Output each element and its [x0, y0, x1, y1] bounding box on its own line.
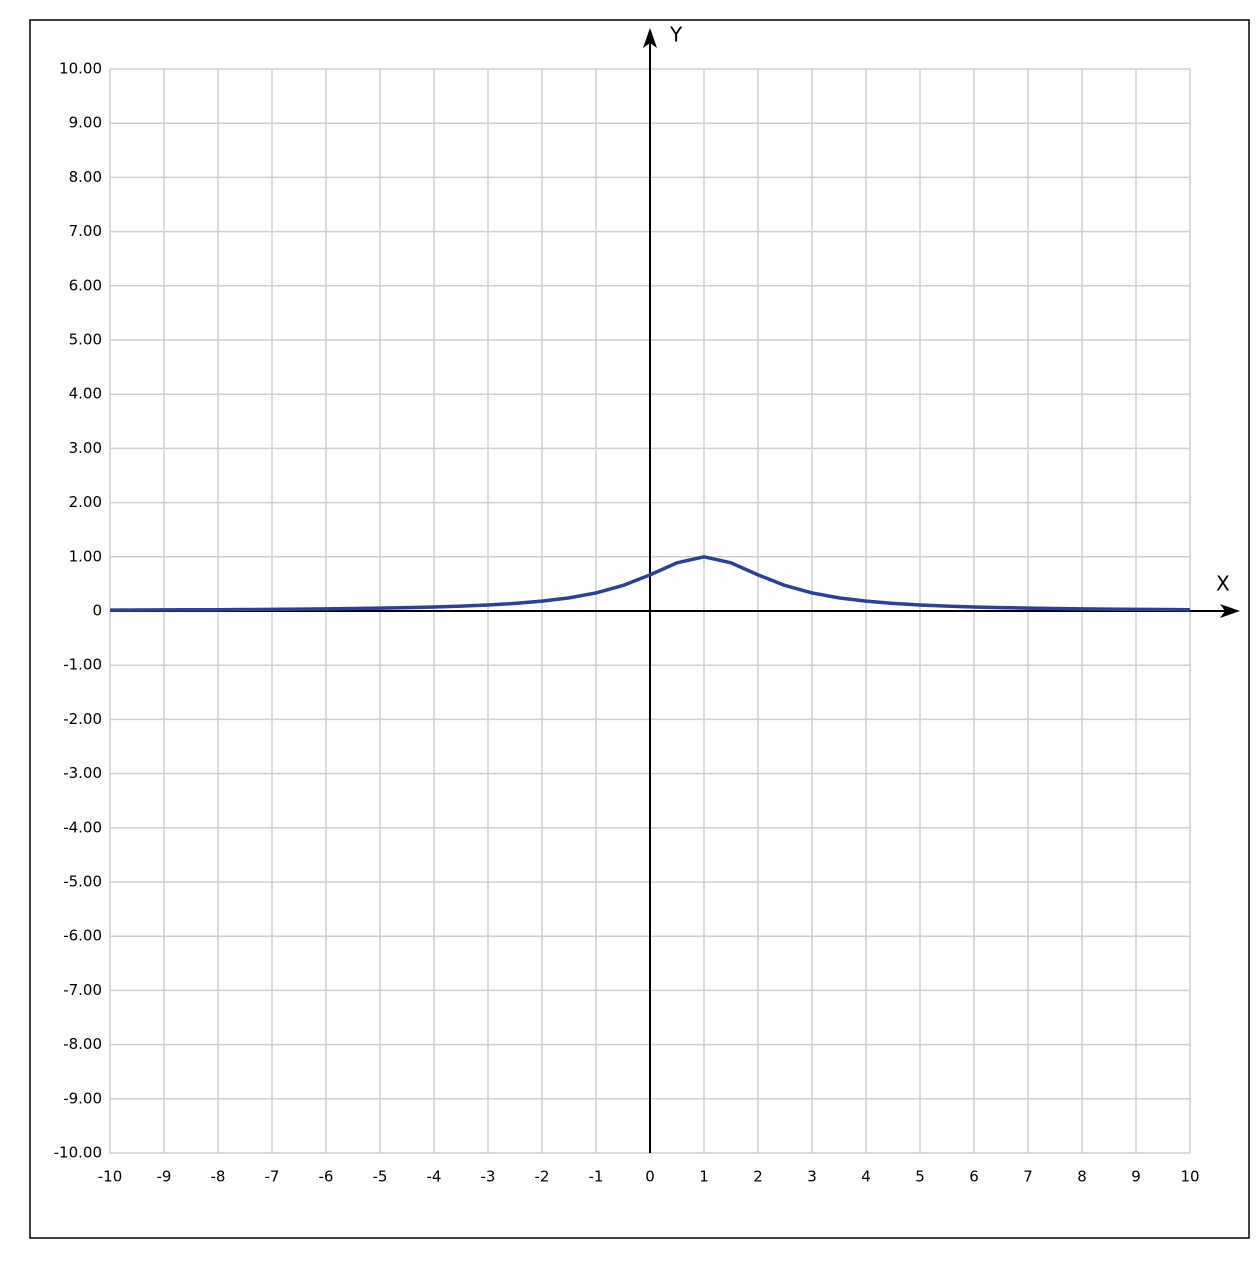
x-tick-label: 0	[645, 1168, 655, 1186]
x-tick-label: -9	[157, 1168, 172, 1186]
y-tick-label: 8.00	[69, 168, 102, 186]
y-tick-label: 1.00	[69, 547, 102, 565]
x-tick-label: 9	[1131, 1168, 1141, 1186]
x-axis-label: X	[1216, 572, 1230, 596]
x-tick-label: 7	[1023, 1168, 1033, 1186]
y-axis-arrow	[643, 28, 657, 48]
y-tick-label: 0	[92, 602, 102, 620]
y-tick-label: 5.00	[69, 331, 102, 349]
x-tick-label: -2	[535, 1168, 550, 1186]
y-tick-label: -4.00	[63, 818, 102, 836]
y-tick-label: -8.00	[63, 1035, 102, 1053]
x-tick-label: 2	[753, 1168, 763, 1186]
x-tick-label: -5	[373, 1168, 388, 1186]
x-tick-label: 1	[699, 1168, 709, 1186]
y-tick-label: -5.00	[63, 873, 102, 891]
y-tick-label: 2.00	[69, 493, 102, 511]
x-axis-arrow	[1220, 604, 1240, 618]
x-tick-label: 8	[1077, 1168, 1087, 1186]
frame	[29, 19, 1250, 1239]
x-tick-label: -8	[211, 1168, 226, 1186]
y-tick-label: -2.00	[63, 710, 102, 728]
y-tick-label: -1.00	[63, 656, 102, 674]
y-tick-label: 10.00	[59, 60, 102, 78]
axes	[110, 28, 1240, 1153]
y-tick-label: -7.00	[63, 981, 102, 999]
y-tick-label: 7.00	[69, 222, 102, 240]
y-tick-label: 9.00	[69, 114, 102, 132]
y-tick-label: 4.00	[69, 385, 102, 403]
x-tick-label: 5	[915, 1168, 925, 1186]
x-tick-label: -6	[319, 1168, 334, 1186]
x-tick-label: 4	[861, 1168, 871, 1186]
y-tick-label: -3.00	[63, 764, 102, 782]
y-tick-label: -6.00	[63, 927, 102, 945]
y-axis-label: Y	[669, 23, 683, 47]
y-tick-label: -9.00	[63, 1089, 102, 1107]
x-tick-label: -7	[265, 1168, 280, 1186]
y-tick-label: 3.00	[69, 439, 102, 457]
x-tick-label: 3	[807, 1168, 817, 1186]
x-tick-label: -1	[589, 1168, 604, 1186]
x-tick-label: -10	[98, 1168, 123, 1186]
line-series	[109, 555, 1191, 612]
x-tick-label: 6	[969, 1168, 979, 1186]
y-tick-label: -10.00	[54, 1144, 102, 1162]
x-tick-label: -4	[427, 1168, 442, 1186]
x-tick-label: -3	[481, 1168, 496, 1186]
y-tick-label: 6.00	[69, 276, 102, 294]
x-tick-label: 10	[1180, 1168, 1199, 1186]
